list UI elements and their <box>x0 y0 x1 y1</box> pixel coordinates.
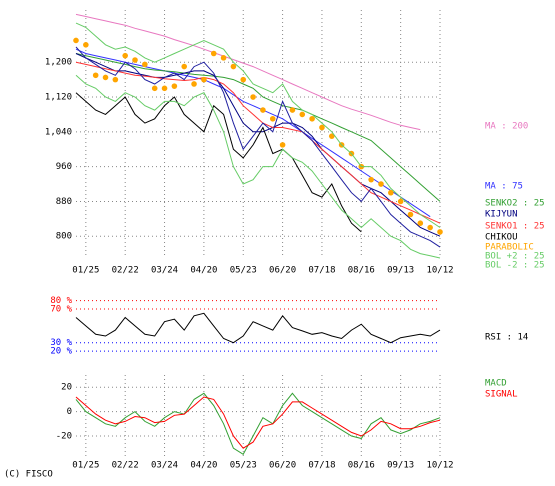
marker <box>122 52 128 59</box>
y-tick-label: 1,200 <box>45 58 72 68</box>
x-tick-label: 10/12 <box>426 461 453 471</box>
legend-label: MA : 75 <box>485 182 523 192</box>
legend-label: KIJYUN <box>485 210 518 220</box>
line <box>75 61 441 224</box>
marker <box>191 81 197 87</box>
y-tick-label: 1,120 <box>45 93 72 103</box>
marker <box>92 72 99 79</box>
footer: (C) FISCO <box>4 470 53 480</box>
marker <box>161 85 168 92</box>
line <box>75 13 421 131</box>
x-tick-label: 08/16 <box>348 266 375 276</box>
x-tick-label: 03/24 <box>151 266 178 276</box>
y-tick-label: 0 <box>67 407 72 417</box>
line <box>75 396 441 449</box>
x-tick-label: 10/12 <box>426 266 453 276</box>
x-tick-label: 06/20 <box>269 266 296 276</box>
marker <box>260 107 266 113</box>
legend-label: CHIKOU <box>485 233 518 243</box>
marker <box>397 198 404 205</box>
line <box>75 22 441 228</box>
marker <box>132 57 138 63</box>
marker <box>102 74 109 81</box>
x-tick-label: 04/20 <box>190 461 217 471</box>
marker <box>269 115 276 122</box>
marker <box>240 76 247 83</box>
marker <box>289 107 296 113</box>
legend-label: MA : 200 <box>485 122 528 132</box>
legend-label: BOL +2 : 25 <box>485 252 545 262</box>
legend-label: PARABOLIC <box>485 243 534 253</box>
y-tick-label: 1,040 <box>45 127 72 137</box>
y-tick-label: 20 <box>61 383 72 393</box>
x-tick-label: 09/13 <box>387 266 414 276</box>
x-tick-label: 07/18 <box>308 266 335 276</box>
marker <box>112 76 119 83</box>
y-tick-label: 80 % <box>50 296 72 306</box>
x-tick-label: 05/23 <box>230 266 257 276</box>
marker <box>201 76 207 83</box>
marker <box>368 176 374 183</box>
marker <box>328 133 335 139</box>
marker <box>230 63 237 70</box>
x-tick-label: 03/24 <box>151 461 178 471</box>
y-tick-label: -20 <box>56 432 72 442</box>
line <box>75 92 362 233</box>
line <box>75 392 441 456</box>
marker <box>319 124 325 131</box>
marker <box>181 63 188 70</box>
marker <box>427 224 433 231</box>
marker <box>378 181 384 187</box>
x-tick-label: 05/23 <box>230 461 257 471</box>
x-tick-label: 01/25 <box>72 461 99 471</box>
x-tick-label: 06/20 <box>269 461 296 471</box>
x-tick-label: 07/18 <box>308 461 335 471</box>
price-line <box>75 46 441 248</box>
marker <box>142 61 148 68</box>
y-tick-label: 30 % <box>50 338 72 348</box>
x-tick-label: 09/13 <box>387 461 414 471</box>
x-tick-label: 02/22 <box>112 266 139 276</box>
y-tick-label: 70 % <box>50 305 72 315</box>
marker <box>220 55 227 61</box>
y-tick-label: 880 <box>56 197 72 207</box>
line <box>75 53 441 202</box>
marker <box>299 111 306 118</box>
marker <box>151 85 158 92</box>
legend-label: SIGNAL <box>485 390 518 400</box>
x-tick-label: 08/16 <box>348 461 375 471</box>
marker <box>83 42 89 48</box>
marker <box>309 115 315 122</box>
y-tick-label: 800 <box>56 232 72 242</box>
marker <box>171 83 178 89</box>
legend-label: SENKO1 : 25 <box>485 222 545 232</box>
marker <box>437 229 443 235</box>
line <box>75 53 441 237</box>
marker <box>250 94 256 100</box>
marker <box>388 189 394 196</box>
x-tick-label: 01/25 <box>72 266 99 276</box>
line <box>75 74 441 259</box>
legend-label: SENKO2 : 25 <box>485 199 545 209</box>
marker <box>73 37 79 44</box>
marker <box>279 142 286 148</box>
y-tick-label: 20 % <box>50 347 72 357</box>
legend-label: BOL -2 : 25 <box>485 261 545 271</box>
legend-label: RSI : 14 <box>485 333 528 343</box>
y-tick-label: 960 <box>56 162 72 172</box>
line <box>75 312 441 344</box>
marker <box>407 211 414 218</box>
legend-label: MACD <box>485 379 507 389</box>
marker <box>417 220 424 226</box>
x-tick-label: 02/22 <box>112 461 139 471</box>
marker <box>210 50 217 57</box>
x-tick-label: 04/20 <box>190 266 217 276</box>
